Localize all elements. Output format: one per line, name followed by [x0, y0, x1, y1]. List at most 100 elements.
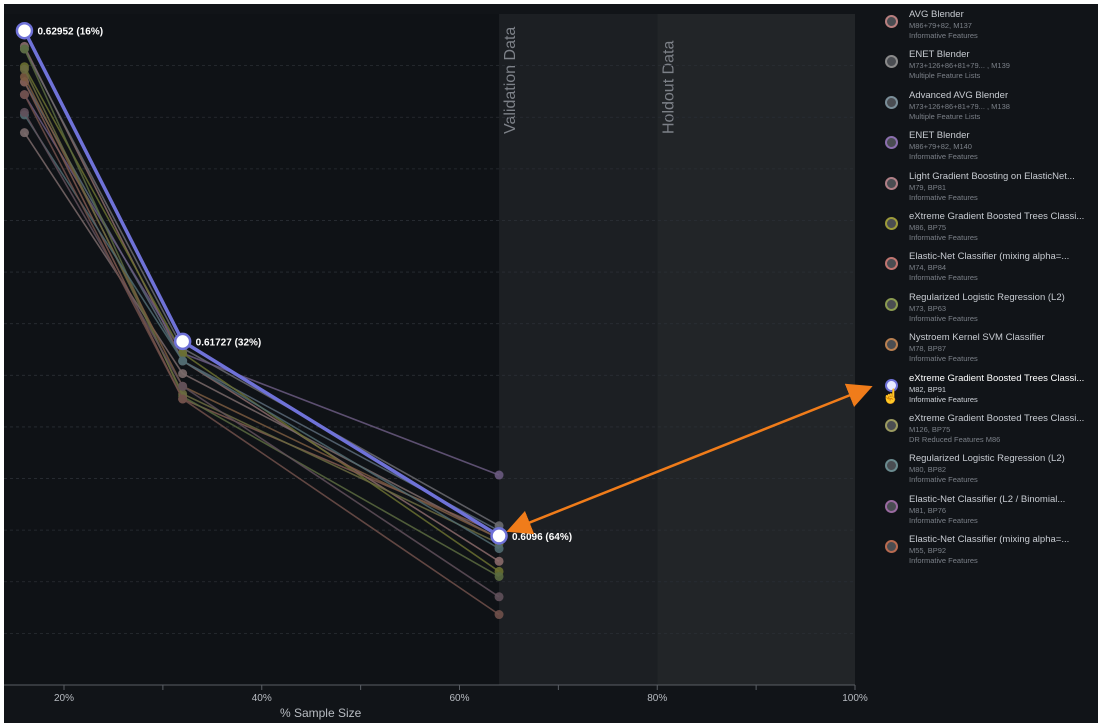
legend-color-dot: [885, 55, 898, 69]
legend-text: Elastic-Net Classifier (L2 / Binomial...…: [909, 494, 1098, 526]
legend-model-name: ENET Blender: [909, 49, 970, 61]
legend-model-name: Light Gradient Boosting on ElasticNet...: [909, 170, 1075, 182]
legend-model-id: M73+126+86+81+79... , M138: [909, 101, 1010, 111]
legend-item[interactable]: Nystroem Kernel SVM Classifier M78, BP87 I…: [874, 331, 1098, 371]
legend-model-name: Elastic-Net Classifier (mixing alpha=...: [909, 534, 1070, 546]
highlight-point-label: 0.6096 (64%): [512, 532, 572, 543]
legend-color-dot: [885, 136, 898, 150]
legend-model-name: Regularized Logistic Regression (L2): [909, 291, 1065, 303]
legend-feature-list: Informative Features: [909, 475, 978, 485]
legend-model-id: M74, BP84: [909, 263, 947, 273]
legend-model-name: Elastic-Net Classifier (L2 / Binomial...: [909, 493, 1066, 505]
highlight-point: [173, 332, 192, 351]
highlight-point-label: 0.62952 (16%): [37, 27, 103, 38]
legend-item[interactable]: ENET Blender M86+79+82, M140 Informative F…: [874, 129, 1098, 169]
legend-feature-list: Informative Features: [909, 556, 978, 566]
legend-feature-list: Multiple Feature Lists: [909, 71, 981, 81]
learning-curve-chart: Validation Data Holdout Data 20% 40% 60% 80%…: [4, 14, 873, 720]
legend-color-dot: [885, 378, 898, 392]
legend-model-name: Nystroem Kernel SVM Classifier: [909, 332, 1045, 344]
legend-text: Regularized Logistic Regression (L2) M80,…: [909, 453, 1098, 485]
legend-model-id: M86+79+82, M137: [909, 21, 972, 30]
highlight-point: [490, 527, 508, 545]
hand-pointer-icon: ☝: [882, 388, 900, 404]
chart-frame: Validation Data Holdout Data 20% 40% 60% 80%…: [4, 4, 1098, 723]
x-tick-label: 100%: [842, 693, 868, 704]
legend-item[interactable]: Elastic-Net Classifier (L2 / Binomial...…: [874, 493, 1098, 533]
legend-color-dot: [885, 257, 898, 271]
legend-item[interactable]: Regularized Logistic Regression (L2) M80,…: [874, 452, 1098, 492]
legend-color-dot: [885, 338, 898, 352]
legend-item[interactable]: eXtreme Gradient Boosted Trees Classi...…: [874, 372, 1098, 412]
legend-item[interactable]: Elastic-Net Classifier (mixing alpha=...…: [874, 533, 1098, 573]
legend-model-id: M79, BP81: [909, 182, 947, 192]
legend-feature-list: Informative Features: [909, 515, 978, 525]
legend-feature-list: Informative Features: [909, 273, 978, 283]
series-point: [19, 64, 29, 74]
highlight-point: [15, 21, 34, 40]
legend-color-dot: [885, 540, 898, 554]
legend-text: Advanced AVG Blender M73+126+86+81+79... …: [909, 90, 1098, 122]
series-point: [19, 90, 29, 100]
legend-color-dot: [885, 15, 898, 28]
series-point: [494, 470, 504, 480]
series-point: [19, 44, 29, 54]
legend-text: ENET Blender M86+79+82, M140 Informative F…: [909, 130, 1098, 162]
x-tick-label: 60%: [449, 693, 469, 704]
legend-model-id: M86+79+82, M140: [909, 142, 972, 152]
legend-model-id: M86, BP75: [909, 223, 947, 232]
legend-model-name: Advanced AVG Blender: [909, 89, 1009, 101]
legend-item[interactable]: Advanced AVG Blender M73+126+86+81+79... …: [874, 89, 1098, 129]
legend-color-dot: [885, 95, 898, 109]
legend-item[interactable]: AVG Blender M86+79+82, M137 Informative Fe…: [874, 8, 1098, 48]
legend-model-name: eXtreme Gradient Boosted Trees Classi...: [909, 413, 1085, 424]
legend-model-id: M73, BP63: [909, 303, 947, 313]
x-tick-label: 40%: [252, 693, 272, 704]
legend-item[interactable]: eXtreme Gradient Boosted Trees Classi...…: [874, 412, 1098, 452]
legend-text: Nystroem Kernel SVM Classifier M78, BP87 I…: [909, 332, 1098, 364]
legend-item[interactable]: eXtreme Gradient Boosted Trees Classi...…: [874, 210, 1098, 250]
region-band-holdout: [657, 14, 855, 685]
region-band-validation: [499, 14, 658, 685]
legend-text: eXtreme Gradient Boosted Trees Classi...…: [909, 413, 1098, 445]
series-point: [178, 381, 188, 391]
legend-feature-list: Informative Features: [909, 233, 978, 242]
region-label: Validation Data: [502, 27, 519, 134]
legend-model-id: M78, BP87: [909, 344, 947, 354]
legend-text: Elastic-Net Classifier (mixing alpha=...…: [909, 534, 1098, 566]
x-tick-label: 80%: [647, 693, 667, 704]
highlight-point-label: 0.61727 (32%): [196, 337, 262, 348]
legend-text: AVG Blender M86+79+82, M137 Informative Fe…: [909, 9, 1098, 41]
legend-item[interactable]: Regularized Logistic Regression (L2) M73,…: [874, 291, 1098, 331]
legend-item[interactable]: ENET Blender M73+126+86+81+79... , M139 Mu…: [874, 48, 1098, 88]
legend-model-id: M81, BP76: [909, 505, 947, 515]
x-tick-label: 20%: [54, 693, 74, 704]
legend-feature-list: Informative Features: [909, 354, 978, 364]
legend-model-id: M82, BP91: [909, 384, 947, 394]
series-point: [178, 356, 188, 366]
region-label: Holdout Data: [660, 41, 677, 134]
legend-item[interactable]: Elastic-Net Classifier (mixing alpha=...…: [874, 250, 1098, 290]
legend-model-name: Regularized Logistic Regression (L2): [909, 453, 1065, 465]
legend-feature-list: Informative Features: [909, 394, 978, 404]
series-point: [178, 369, 188, 379]
legend-model-name: ENET Blender: [909, 130, 970, 142]
legend-model-name: eXtreme Gradient Boosted Trees Classi...: [909, 372, 1085, 384]
legend-item[interactable]: Light Gradient Boosting on ElasticNet...…: [874, 170, 1098, 210]
legend-model-name: eXtreme Gradient Boosted Trees Classi...: [909, 211, 1085, 222]
series-point: [494, 592, 504, 602]
legend-model-name: AVG Blender: [909, 9, 964, 20]
legend-feature-list: Informative Features: [909, 31, 978, 40]
model-legend: AVG Blender M86+79+82, M137 Informative Fe…: [874, 8, 1098, 568]
legend-model-id: M73+126+86+81+79... , M139: [909, 61, 1010, 71]
legend-color-dot: [885, 499, 898, 513]
legend-color-dot: [885, 176, 898, 190]
series-point: [19, 107, 29, 117]
legend-text: eXtreme Gradient Boosted Trees Classi...…: [909, 211, 1098, 243]
series-point: [494, 544, 504, 554]
legend-model-id: M80, BP82: [909, 465, 947, 475]
legend-color-dot: [885, 419, 898, 432]
legend-color-dot: [885, 217, 898, 230]
legend-feature-list: Informative Features: [909, 152, 978, 162]
legend-feature-list: Multiple Feature Lists: [909, 111, 981, 121]
